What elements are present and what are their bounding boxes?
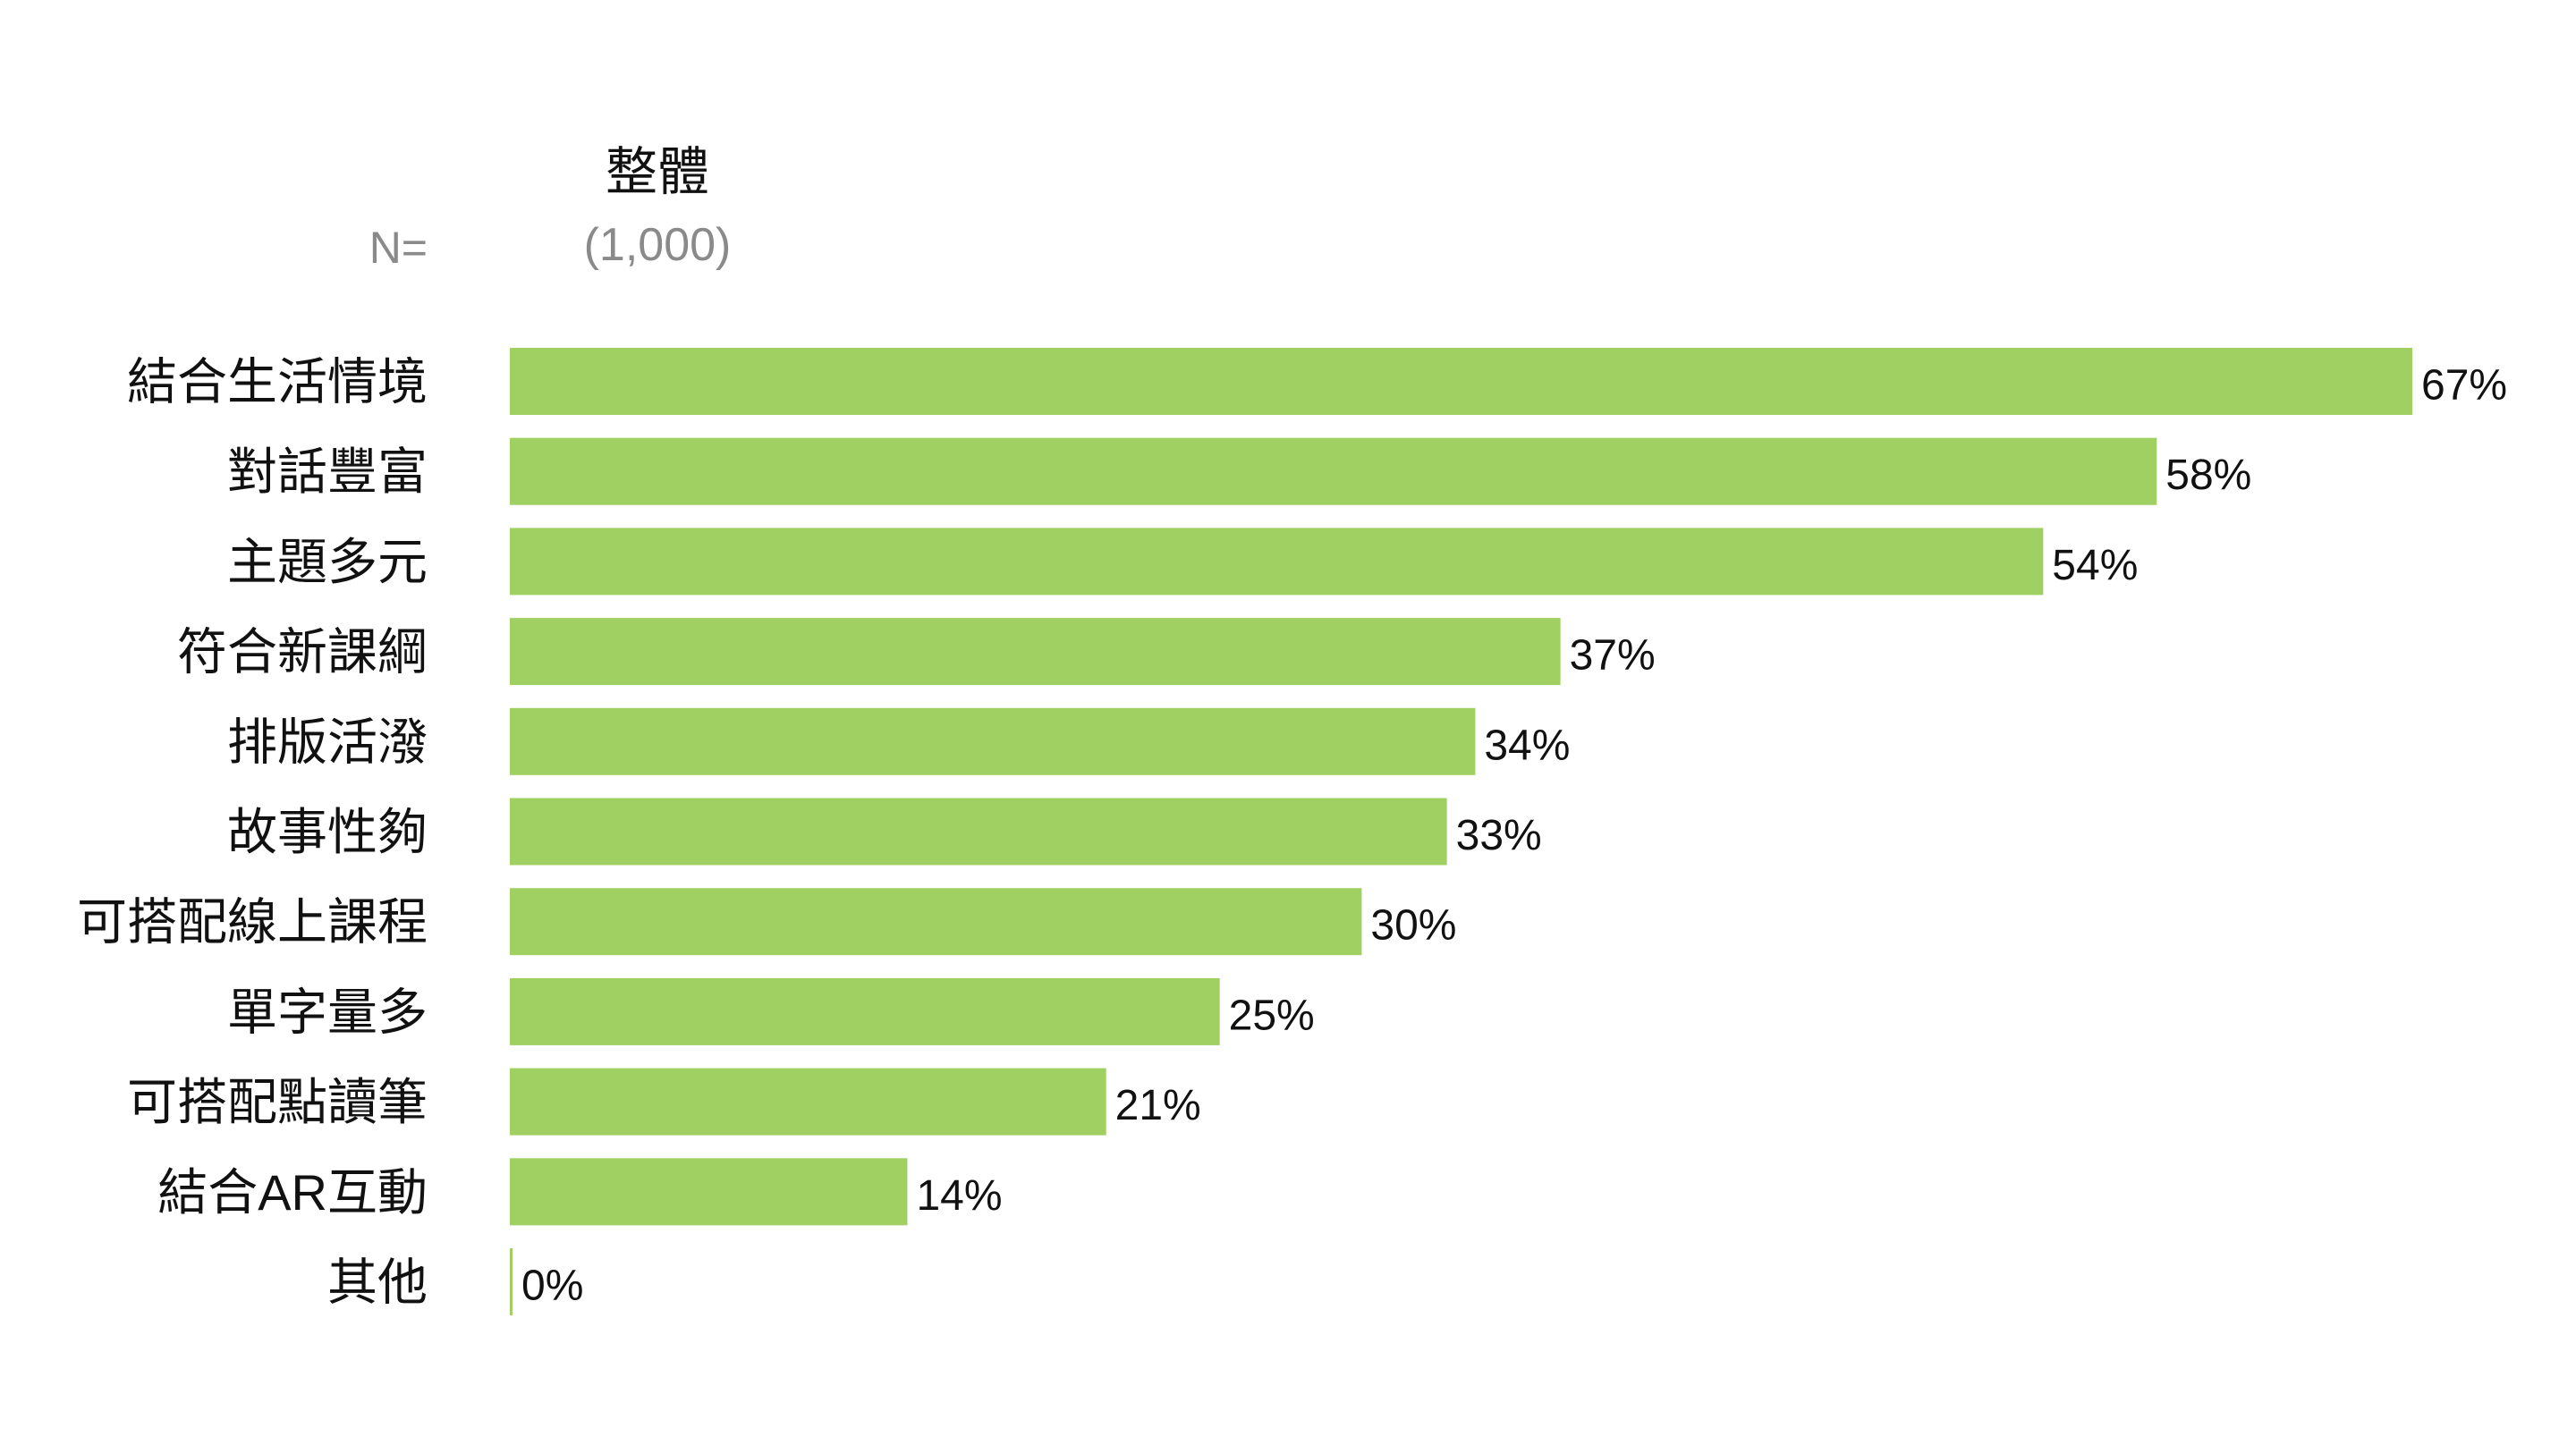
bar-6 (510, 888, 1362, 956)
bar-9 (510, 1158, 908, 1226)
value-label: 0% (521, 1263, 583, 1310)
category-label: 結合AR互動 (157, 1164, 428, 1221)
sample-size-label: N= (369, 223, 428, 273)
value-label: 25% (1229, 992, 1315, 1039)
bar-4 (510, 707, 1476, 775)
chart-title: 整體 (605, 143, 709, 201)
category-label: 單字量多 (227, 984, 428, 1040)
value-label: 58% (2165, 452, 2251, 499)
value-label: 21% (1115, 1082, 1201, 1129)
category-label: 可搭配線上課程 (77, 894, 428, 951)
category-label: 對話豐富 (227, 444, 428, 500)
category-label: 結合生活情境 (127, 354, 428, 410)
sample-size-value: (1,000) (583, 219, 732, 271)
bar-7 (510, 977, 1220, 1045)
value-label: 14% (916, 1172, 1002, 1220)
bar-5 (510, 798, 1447, 866)
value-label: 33% (1456, 812, 1542, 859)
bar-0 (510, 348, 2412, 415)
bar-8 (510, 1068, 1106, 1136)
value-label: 67% (2421, 362, 2507, 410)
category-label: 主題多元 (227, 534, 428, 590)
bar-1 (510, 437, 2157, 505)
value-label: 37% (1570, 632, 1656, 680)
category-label: 符合新課綱 (177, 624, 428, 680)
category-label: 故事性夠 (227, 804, 428, 860)
value-label: 30% (1370, 902, 1456, 950)
category-label: 其他 (327, 1255, 428, 1311)
value-label: 54% (2052, 542, 2138, 589)
category-label: 可搭配點讀筆 (127, 1074, 428, 1130)
category-label: 排版活潑 (227, 714, 428, 770)
bar-10 (510, 1248, 513, 1315)
bar-2 (510, 528, 2044, 596)
value-label: 34% (1484, 722, 1570, 769)
bar-3 (510, 618, 1561, 686)
